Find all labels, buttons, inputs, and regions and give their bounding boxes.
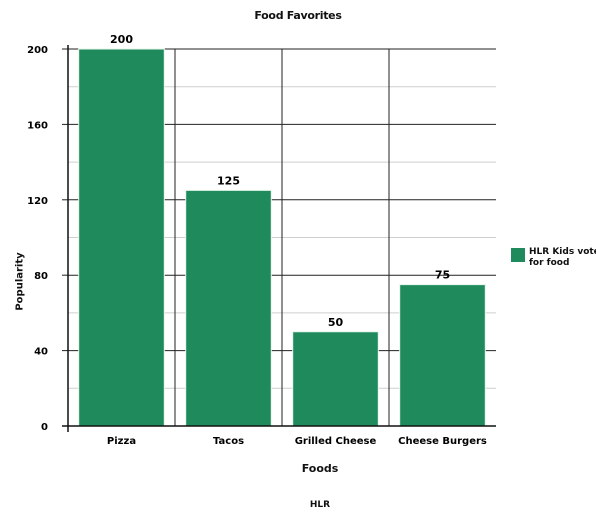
y-tick-label: 120 <box>27 196 48 207</box>
data-label: 200 <box>110 33 133 46</box>
y-tick-label: 40 <box>34 347 48 358</box>
y-tick-label: 80 <box>34 271 48 282</box>
bar <box>399 284 486 427</box>
legend: HLR Kids vote for food <box>511 247 596 269</box>
chart-title: Food Favorites <box>254 9 342 22</box>
data-label: 125 <box>217 174 240 187</box>
axes <box>62 45 496 432</box>
chart-footer: HLR <box>309 500 331 510</box>
y-tick-label: 200 <box>27 45 48 56</box>
x-tick-label: Tacos <box>213 436 244 447</box>
bar <box>78 48 165 427</box>
x-axis-label: Foods <box>301 462 339 475</box>
x-tick-label: Pizza <box>107 436 136 447</box>
bar <box>185 189 272 427</box>
bars <box>78 48 486 427</box>
legend-label: HLR Kids vote for food <box>529 247 596 268</box>
legend-swatch <box>511 248 525 262</box>
data-label: 75 <box>435 269 450 282</box>
bar <box>292 331 379 427</box>
x-tick-label: Grilled Cheese <box>295 436 377 447</box>
data-labels: 200 125 50 75 <box>110 33 450 329</box>
y-tick-label: 160 <box>27 120 48 131</box>
x-tick-label: Cheese Burgers <box>398 436 487 447</box>
y-tick-label: 0 <box>41 422 48 433</box>
data-label: 50 <box>328 316 344 329</box>
tick-labels: 0 40 80 120 160 200 Pizza Tacos Grilled Cheese Ch… <box>27 45 487 447</box>
